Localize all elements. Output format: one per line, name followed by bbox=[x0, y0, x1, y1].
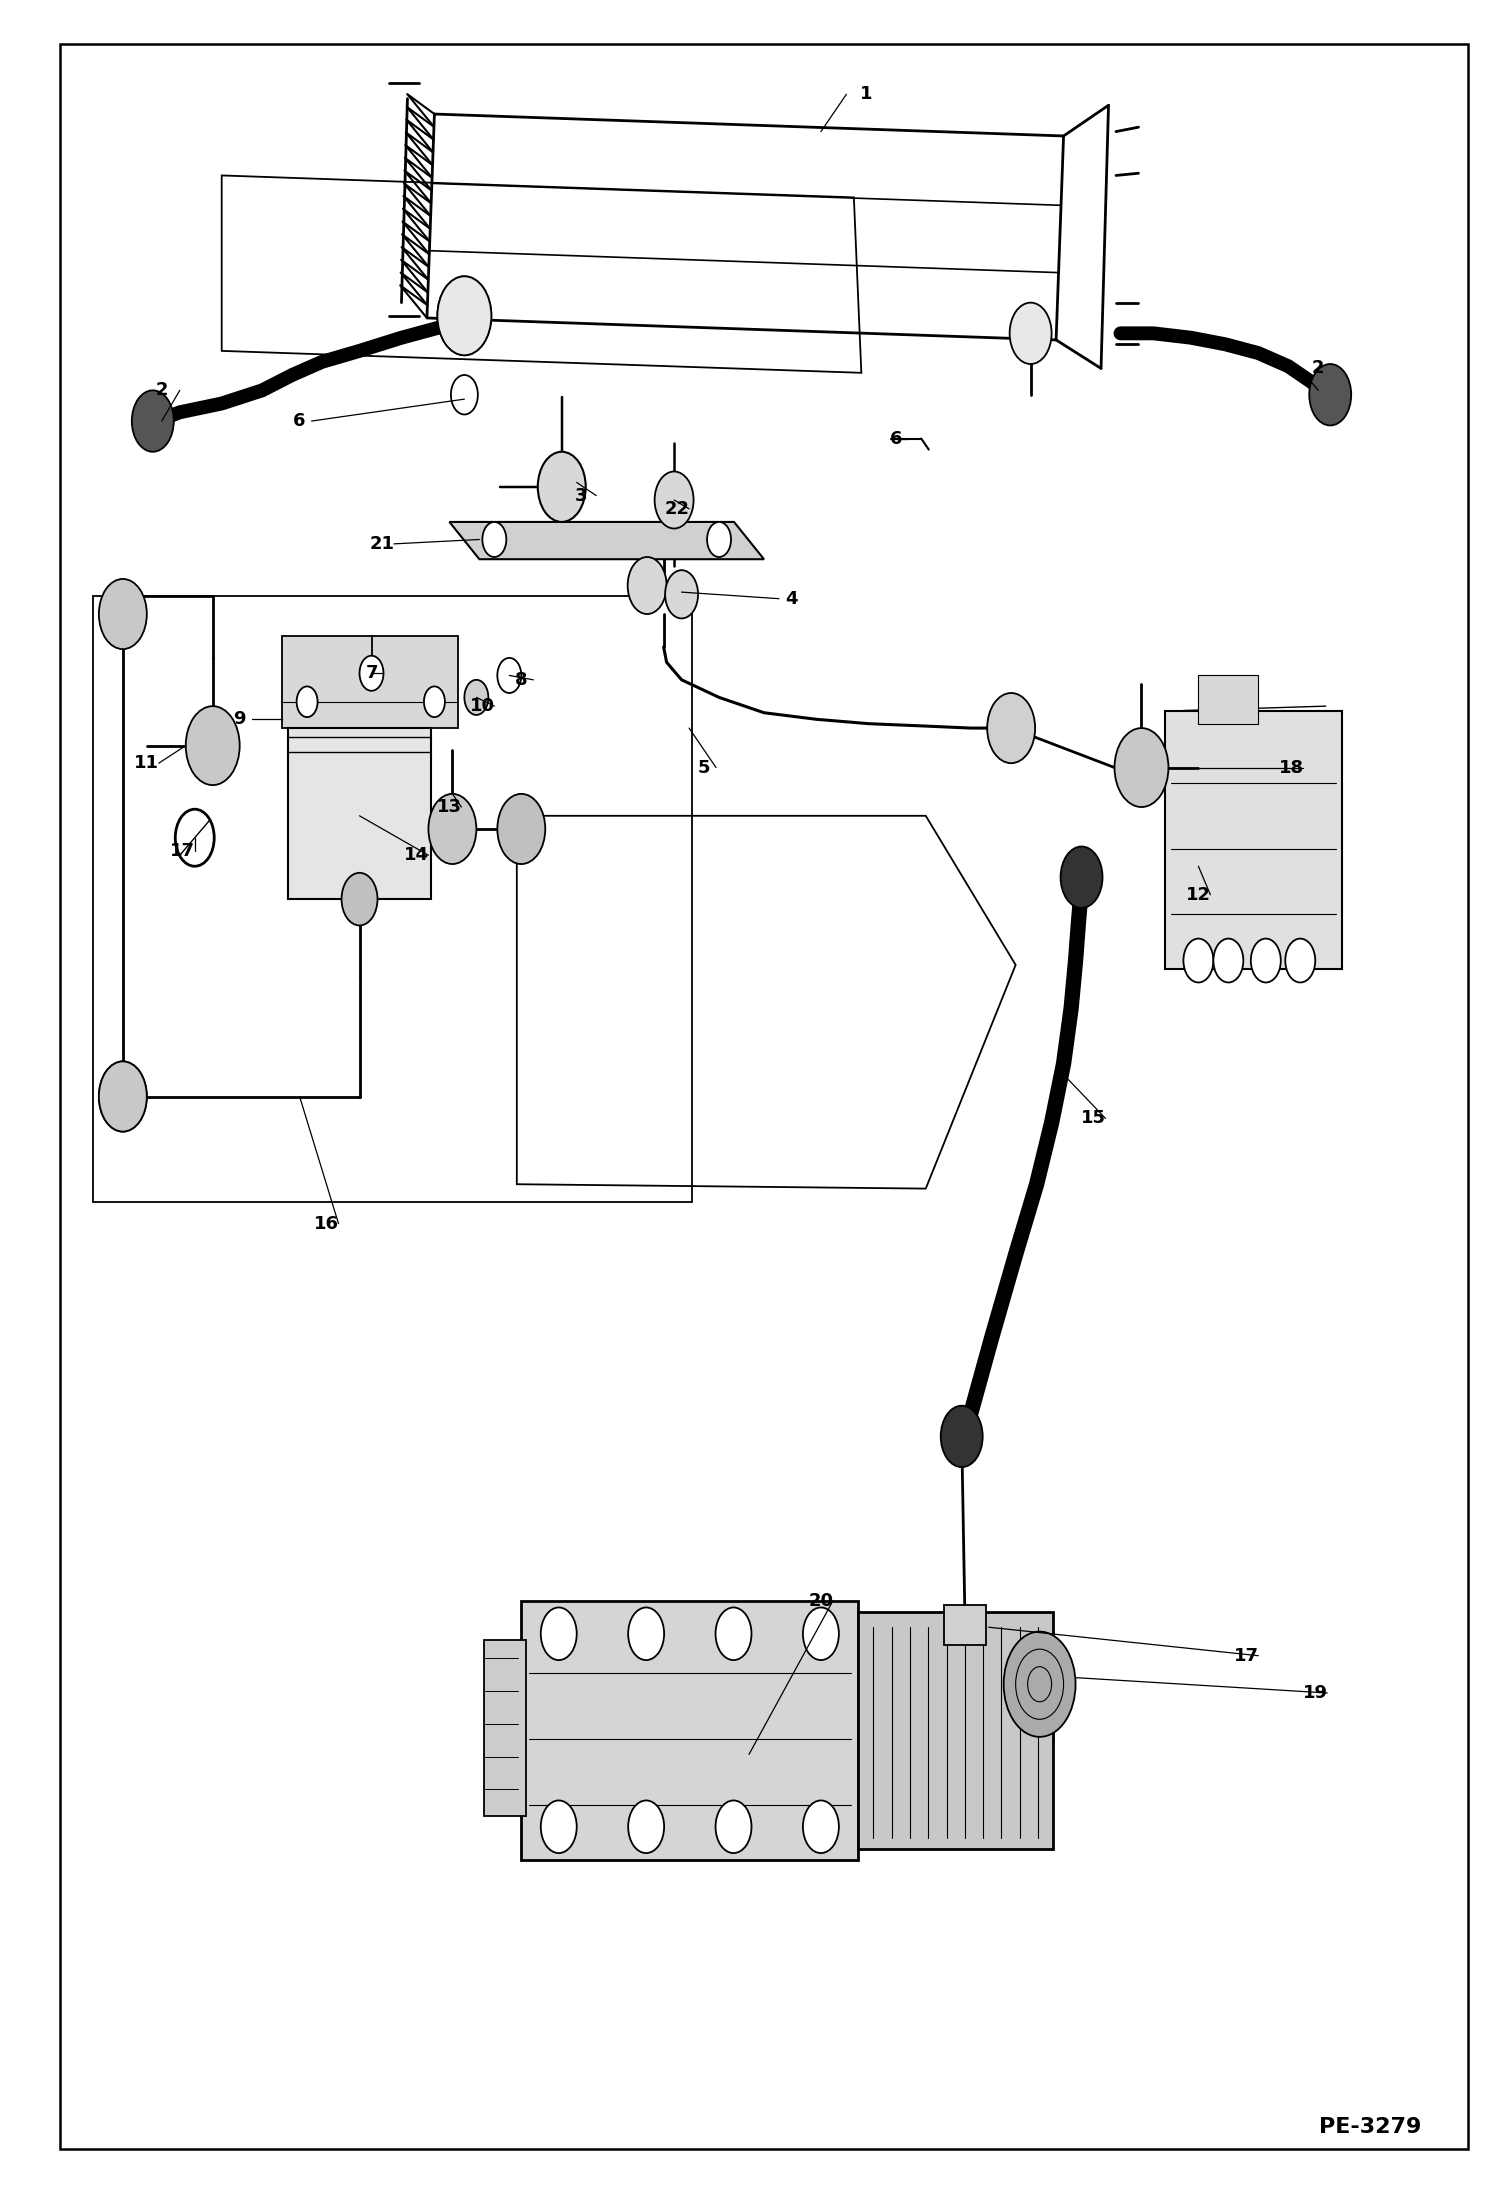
Text: PE-3279: PE-3279 bbox=[1320, 2116, 1422, 2138]
Circle shape bbox=[1115, 728, 1168, 807]
Text: 2: 2 bbox=[1312, 360, 1324, 377]
Circle shape bbox=[297, 686, 318, 717]
Bar bbox=[944, 1605, 986, 1645]
Circle shape bbox=[1251, 939, 1281, 982]
Circle shape bbox=[1183, 939, 1213, 982]
Bar bbox=[288, 728, 431, 899]
Circle shape bbox=[541, 1800, 577, 1853]
Bar bbox=[1198, 675, 1258, 724]
Circle shape bbox=[655, 471, 694, 529]
Circle shape bbox=[716, 1800, 752, 1853]
Circle shape bbox=[1285, 939, 1315, 982]
Text: 1: 1 bbox=[860, 86, 872, 103]
Text: 5: 5 bbox=[698, 759, 710, 776]
Circle shape bbox=[497, 794, 545, 864]
Bar bbox=[1165, 711, 1342, 969]
Bar bbox=[858, 1612, 1053, 1849]
Text: 14: 14 bbox=[404, 846, 428, 864]
Circle shape bbox=[707, 522, 731, 557]
Text: 3: 3 bbox=[575, 487, 587, 504]
Text: 18: 18 bbox=[1279, 759, 1303, 776]
Circle shape bbox=[803, 1800, 839, 1853]
Circle shape bbox=[497, 658, 521, 693]
Circle shape bbox=[538, 452, 586, 522]
Circle shape bbox=[424, 686, 445, 717]
Circle shape bbox=[482, 522, 506, 557]
Circle shape bbox=[987, 693, 1035, 763]
Text: 9: 9 bbox=[234, 711, 246, 728]
Circle shape bbox=[437, 276, 491, 355]
Circle shape bbox=[464, 680, 488, 715]
Text: 13: 13 bbox=[437, 798, 461, 816]
Circle shape bbox=[1213, 939, 1243, 982]
Circle shape bbox=[428, 794, 476, 864]
Circle shape bbox=[541, 1607, 577, 1660]
Bar bbox=[521, 1601, 858, 1860]
Text: 4: 4 bbox=[785, 590, 797, 607]
Text: 7: 7 bbox=[366, 664, 377, 682]
Text: 6: 6 bbox=[294, 412, 306, 430]
Circle shape bbox=[99, 1061, 147, 1132]
Circle shape bbox=[1004, 1632, 1076, 1737]
Text: 2: 2 bbox=[156, 382, 168, 399]
Circle shape bbox=[132, 390, 174, 452]
Circle shape bbox=[360, 656, 383, 691]
Text: 6: 6 bbox=[890, 430, 902, 447]
Circle shape bbox=[628, 1607, 664, 1660]
Circle shape bbox=[186, 706, 240, 785]
Circle shape bbox=[628, 557, 667, 614]
Circle shape bbox=[342, 873, 377, 925]
Polygon shape bbox=[449, 522, 764, 559]
Circle shape bbox=[716, 1607, 752, 1660]
Circle shape bbox=[628, 1800, 664, 1853]
Circle shape bbox=[941, 1406, 983, 1467]
Text: 21: 21 bbox=[370, 535, 394, 553]
Text: 17: 17 bbox=[171, 842, 195, 860]
Bar bbox=[484, 1640, 526, 1816]
Text: 11: 11 bbox=[135, 754, 159, 772]
Circle shape bbox=[437, 276, 491, 355]
Text: 22: 22 bbox=[665, 500, 689, 518]
Circle shape bbox=[803, 1607, 839, 1660]
Circle shape bbox=[1061, 846, 1103, 908]
Bar bbox=[282, 636, 458, 728]
Text: 17: 17 bbox=[1234, 1647, 1258, 1664]
Circle shape bbox=[665, 570, 698, 618]
Circle shape bbox=[1309, 364, 1351, 425]
Text: 10: 10 bbox=[470, 697, 494, 715]
Text: 16: 16 bbox=[315, 1215, 339, 1232]
Circle shape bbox=[1010, 303, 1052, 364]
Text: 19: 19 bbox=[1303, 1684, 1327, 1702]
Circle shape bbox=[451, 375, 478, 414]
Text: 12: 12 bbox=[1186, 886, 1210, 904]
Circle shape bbox=[99, 579, 147, 649]
Text: 20: 20 bbox=[809, 1592, 833, 1610]
Circle shape bbox=[99, 1061, 147, 1132]
Text: 15: 15 bbox=[1082, 1110, 1106, 1127]
Text: 8: 8 bbox=[515, 671, 527, 689]
